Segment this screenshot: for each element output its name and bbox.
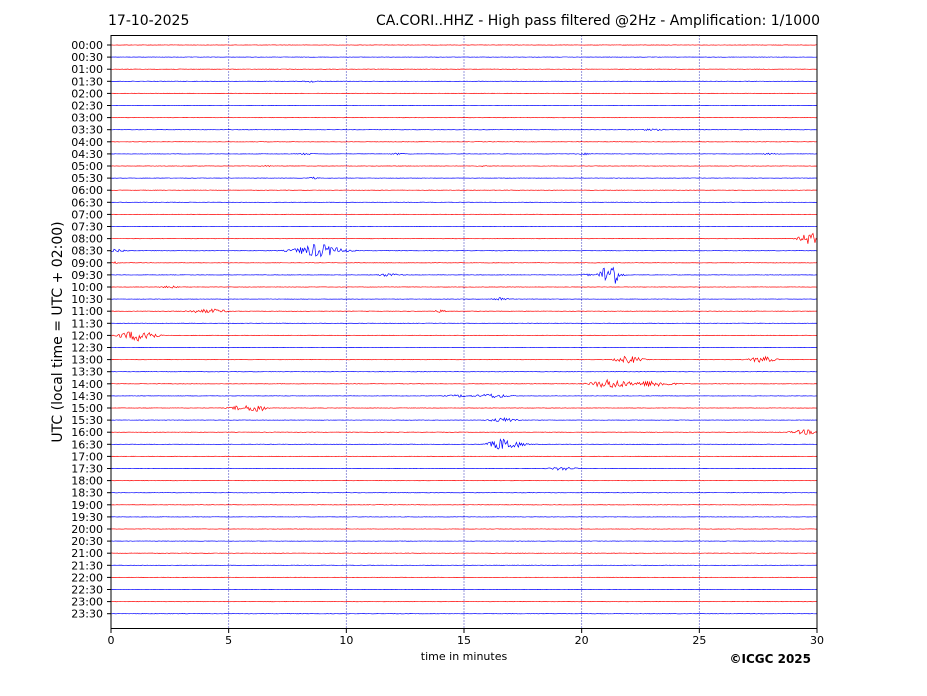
trace-line xyxy=(110,285,818,289)
y-tick-label: 06:00 xyxy=(71,184,103,197)
y-tick-label: 11:30 xyxy=(71,317,103,330)
trace-line xyxy=(110,176,818,180)
y-tick-label: 20:00 xyxy=(71,523,103,536)
x-tick-label: 5 xyxy=(225,634,232,647)
y-tick-label: 13:00 xyxy=(71,354,103,367)
y-tick-label: 00:30 xyxy=(71,51,103,64)
y-tick-label: 19:30 xyxy=(71,511,103,524)
y-tick-label: 15:00 xyxy=(71,402,103,415)
trace-line xyxy=(110,152,818,156)
trace-line xyxy=(110,165,818,167)
y-tick-label: 22:30 xyxy=(71,584,103,597)
y-tick-label: 05:00 xyxy=(71,160,103,173)
y-tick-label: 07:00 xyxy=(71,208,103,221)
trace-line xyxy=(110,393,818,399)
trace-line xyxy=(110,404,818,412)
y-tick-label: 16:00 xyxy=(71,426,103,439)
y-tick-label: 21:00 xyxy=(71,547,103,560)
trace-line xyxy=(110,266,818,284)
y-tick-label: 10:30 xyxy=(71,293,103,306)
x-tick-label: 20 xyxy=(575,634,589,647)
y-tick-label: 08:00 xyxy=(71,233,103,246)
trace-line xyxy=(110,378,818,389)
y-tick-label: 18:00 xyxy=(71,475,103,488)
y-tick-label: 13:30 xyxy=(71,366,103,379)
trace-line xyxy=(110,308,818,314)
trace-line xyxy=(110,429,818,435)
y-tick-label: 03:30 xyxy=(71,124,103,137)
trace-line xyxy=(110,297,818,301)
y-tick-label: 21:30 xyxy=(71,559,103,572)
y-tick-label: 02:00 xyxy=(71,87,103,100)
y-tick-label: 18:30 xyxy=(71,487,103,500)
trace-line xyxy=(110,232,818,244)
seismic-traces xyxy=(110,44,818,615)
y-tick-label: 16:30 xyxy=(71,438,103,451)
y-tick-label: 08:30 xyxy=(71,245,103,258)
trace-line xyxy=(110,80,818,83)
y-tick-label: 06:30 xyxy=(71,196,103,209)
trace-line xyxy=(110,261,818,264)
x-axis-ticks: 0 5 10 15 20 25 30 xyxy=(108,628,824,647)
date-label: 17-10-2025 xyxy=(108,13,189,29)
y-tick-label: 04:30 xyxy=(71,148,103,161)
x-axis-label: time in minutes xyxy=(421,650,508,663)
y-tick-label: 23:30 xyxy=(71,608,103,621)
y-tick-label: 12:00 xyxy=(71,329,103,342)
y-tick-label: 23:00 xyxy=(71,596,103,609)
y-tick-label: 01:30 xyxy=(71,75,103,88)
y-tick-label: 03:00 xyxy=(71,112,103,125)
trace-line xyxy=(110,243,818,258)
trace-line xyxy=(110,438,818,450)
trace-line xyxy=(110,128,818,131)
x-tick-label: 15 xyxy=(457,634,471,647)
y-axis-ticks: 00:0000:3001:0001:3002:0002:3003:0003:30… xyxy=(71,39,111,621)
y-tick-label: 22:00 xyxy=(71,571,103,584)
x-tick-label: 10 xyxy=(339,634,353,647)
x-tick-label: 30 xyxy=(810,634,824,647)
trace-line xyxy=(110,417,818,423)
y-tick-label: 15:30 xyxy=(71,414,103,427)
y-tick-label: 07:30 xyxy=(71,221,103,234)
y-tick-label: 09:30 xyxy=(71,269,103,282)
y-tick-label: 14:00 xyxy=(71,378,103,391)
y-tick-label: 10:00 xyxy=(71,281,103,294)
y-tick-label: 02:30 xyxy=(71,100,103,113)
y-tick-label: 14:30 xyxy=(71,390,103,403)
trace-line xyxy=(110,355,818,364)
trace-line xyxy=(110,466,818,471)
x-tick-label: 25 xyxy=(692,634,706,647)
copyright-label: ©ICGC 2025 xyxy=(729,652,811,666)
x-tick-label: 0 xyxy=(108,634,115,647)
y-tick-label: 01:00 xyxy=(71,63,103,76)
chart-title: CA.CORI..HHZ - High pass filtered @2Hz -… xyxy=(376,13,820,29)
vertical-grid xyxy=(228,35,700,629)
y-tick-label: 17:00 xyxy=(71,450,103,463)
y-tick-label: 12:30 xyxy=(71,342,103,355)
y-tick-label: 09:00 xyxy=(71,257,103,270)
y-tick-label: 00:00 xyxy=(71,39,103,52)
y-tick-label: 17:30 xyxy=(71,463,103,476)
y-tick-label: 19:00 xyxy=(71,499,103,512)
trace-line xyxy=(110,331,818,342)
y-tick-label: 04:00 xyxy=(71,136,103,149)
y-tick-label: 05:30 xyxy=(71,172,103,185)
y-tick-label: 11:00 xyxy=(71,305,103,318)
y-tick-label: 20:30 xyxy=(71,535,103,548)
y-axis-label: UTC (local time = UTC + 02:00) xyxy=(50,221,66,442)
